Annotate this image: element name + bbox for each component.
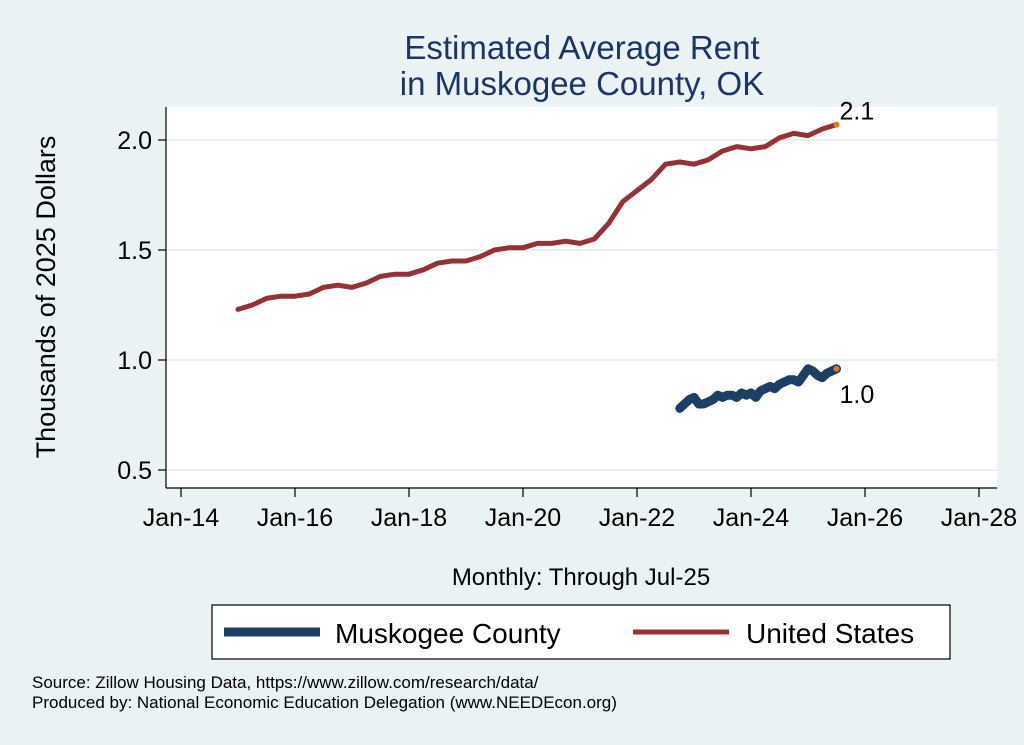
x-axis-ticks: Jan-14 Jan-16 Jan-18 Jan-20 Jan-22 Jan-24 Jan-… bbox=[143, 488, 1017, 532]
gridlines bbox=[166, 139, 997, 471]
y-axis-label: Thousands of 2025 Dollars bbox=[31, 136, 61, 459]
y-axis-ticks: 0.5 1.0 1.5 2.0 bbox=[117, 127, 166, 485]
x-axis-label: Monthly: Through Jul-25 bbox=[452, 564, 710, 591]
legend: Muskogee County United States bbox=[211, 604, 951, 660]
series-line-united-states bbox=[235, 122, 839, 312]
legend-label-muskogee-county: Muskogee County bbox=[335, 618, 561, 649]
chart-title-line-2: in Muskogee County, OK bbox=[400, 65, 764, 102]
legend-label-united-states: United States bbox=[746, 618, 914, 649]
series-lines: 1.0 2.1 bbox=[235, 98, 875, 413]
chart-title-line-1: Estimated Average Rent bbox=[404, 29, 759, 66]
end-label-muskogee-county: 1.0 bbox=[840, 381, 875, 409]
y-tick-label-1.5: 1.5 bbox=[117, 237, 152, 265]
plot-area bbox=[166, 107, 997, 488]
x-tick-label-jan-18: Jan-18 bbox=[371, 504, 447, 532]
x-tick-label-jan-22: Jan-22 bbox=[599, 504, 675, 532]
x-tick-label-jan-14: Jan-14 bbox=[143, 504, 220, 532]
series-line-muskogee-county bbox=[675, 364, 841, 413]
x-tick-label-jan-28: Jan-28 bbox=[941, 504, 1017, 532]
end-point-united-states bbox=[833, 121, 840, 128]
y-tick-label-0.5: 0.5 bbox=[117, 457, 152, 485]
y-tick-label-2.0: 2.0 bbox=[117, 127, 152, 155]
y-tick-label-1.0: 1.0 bbox=[117, 347, 152, 375]
producer-note: Produced by: National Economic Education… bbox=[32, 693, 617, 712]
end-point-muskogee-county bbox=[833, 365, 840, 372]
end-label-united-states: 2.1 bbox=[840, 98, 875, 126]
x-tick-label-jan-20: Jan-20 bbox=[485, 504, 561, 532]
x-tick-label-jan-24: Jan-24 bbox=[713, 504, 790, 532]
source-note: Source: Zillow Housing Data, https://www… bbox=[32, 673, 539, 692]
x-tick-label-jan-26: Jan-26 bbox=[827, 504, 903, 532]
legend-box bbox=[211, 604, 951, 660]
x-tick-label-jan-16: Jan-16 bbox=[257, 504, 333, 532]
